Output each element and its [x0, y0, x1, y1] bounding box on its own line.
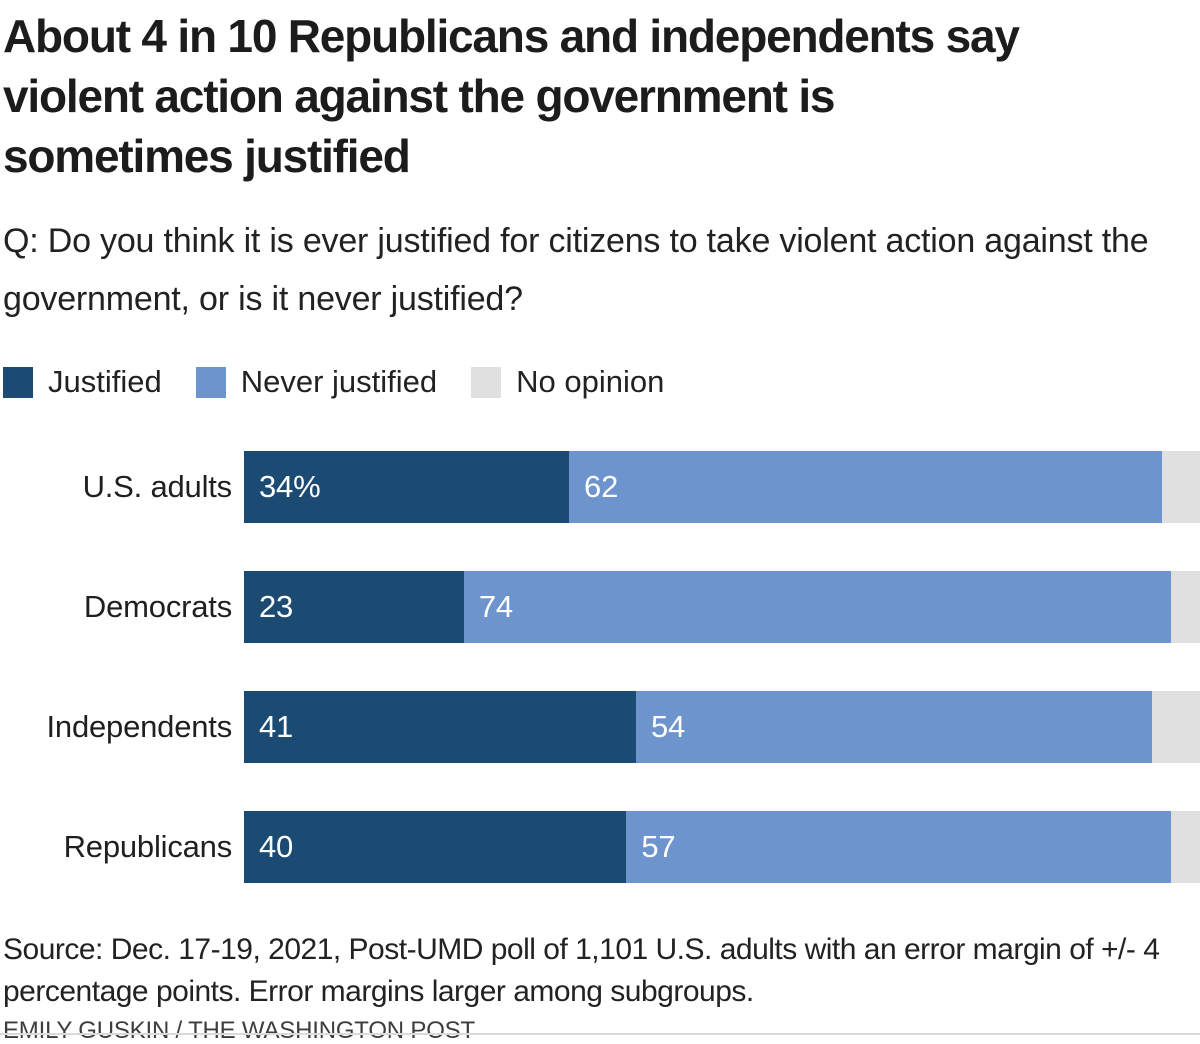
legend-swatch-never-justified [195, 366, 226, 398]
chart-title-line: About 4 in 10 Republicans and independen… [3, 10, 1020, 62]
bar-value-label: 34% [259, 469, 321, 504]
bar-segment-no-opinion [1161, 451, 1200, 523]
bar-segment-never-justified: 62 [569, 451, 1162, 523]
poll-question: Q: Do you think it is ever justified for… [3, 222, 1149, 318]
bar-segment-never-justified: 57 [626, 811, 1172, 883]
bar-value-label: 57 [641, 829, 676, 864]
bar-segment-justified: 41 [244, 691, 636, 763]
legend-label: Justified [48, 364, 162, 399]
bar-value-label: 54 [650, 709, 686, 744]
bar-value-label: 62 [584, 469, 619, 504]
bar-segment-justified: 23 [244, 571, 464, 643]
legend-item-no-opinion: No opinion [471, 364, 664, 400]
bar-row-democrats: Democrats 23 74 [3, 571, 1200, 643]
bar-segment-no-opinion [1171, 811, 1200, 883]
chart-title-line: violent action against the government is [3, 70, 835, 122]
category-label: Independents [46, 709, 233, 744]
bar-value-label: 74 [478, 589, 513, 624]
chart-title: About 4 in 10 Republicans and independen… [3, 6, 1193, 186]
bar-value-label: 23 [259, 589, 294, 624]
bar-row-u.s.-adults: U.S. adults 34% 62 [3, 451, 1200, 523]
bar-row-independents: Independents 41 54 [3, 691, 1200, 763]
byline: EMILY GUSKIN / THE WASHINGTON POST [3, 1017, 475, 1044]
legend-label: Never justified [240, 364, 438, 399]
chart-title-line: sometimes justified [3, 130, 411, 182]
legend-label: No opinion [516, 364, 665, 399]
bar-segment-never-justified: 54 [635, 691, 1153, 763]
bar-segment-no-opinion [1152, 691, 1200, 763]
stacked-bar: 34% 62 [244, 451, 1200, 523]
bottom-divider [0, 1033, 1200, 1035]
stacked-bar: 23 74 [244, 571, 1200, 643]
bar-value-label: 40 [259, 829, 294, 864]
legend-item-never-justified: Never justified [195, 364, 438, 400]
chart-rows: U.S. adults 34% 62 Democrats 23 74 Independent… [3, 451, 1200, 883]
bar-row-republicans: Republicans 40 57 [3, 811, 1200, 883]
stacked-bar: 40 57 [244, 811, 1200, 883]
legend-swatch-justified [3, 366, 33, 398]
category-label: Democrats [83, 589, 232, 624]
legend-swatch-no-opinion [471, 366, 502, 398]
category-label: Republicans [63, 829, 233, 864]
bar-segment-never-justified: 74 [463, 571, 1172, 643]
bar-segment-justified: 34% [244, 451, 570, 523]
stacked-bar: 41 54 [244, 691, 1200, 763]
bar-segment-justified: 40 [244, 811, 627, 883]
bar-value-label: 41 [259, 709, 294, 744]
category-label: U.S. adults [82, 469, 233, 504]
bar-segment-no-opinion [1171, 571, 1200, 643]
legend-item-justified: Justified [3, 364, 162, 400]
source-note: Source: Dec. 17-19, 2021, Post-UMD poll … [3, 933, 1160, 1008]
legend: Justified Never justified No opinion [3, 364, 1200, 400]
